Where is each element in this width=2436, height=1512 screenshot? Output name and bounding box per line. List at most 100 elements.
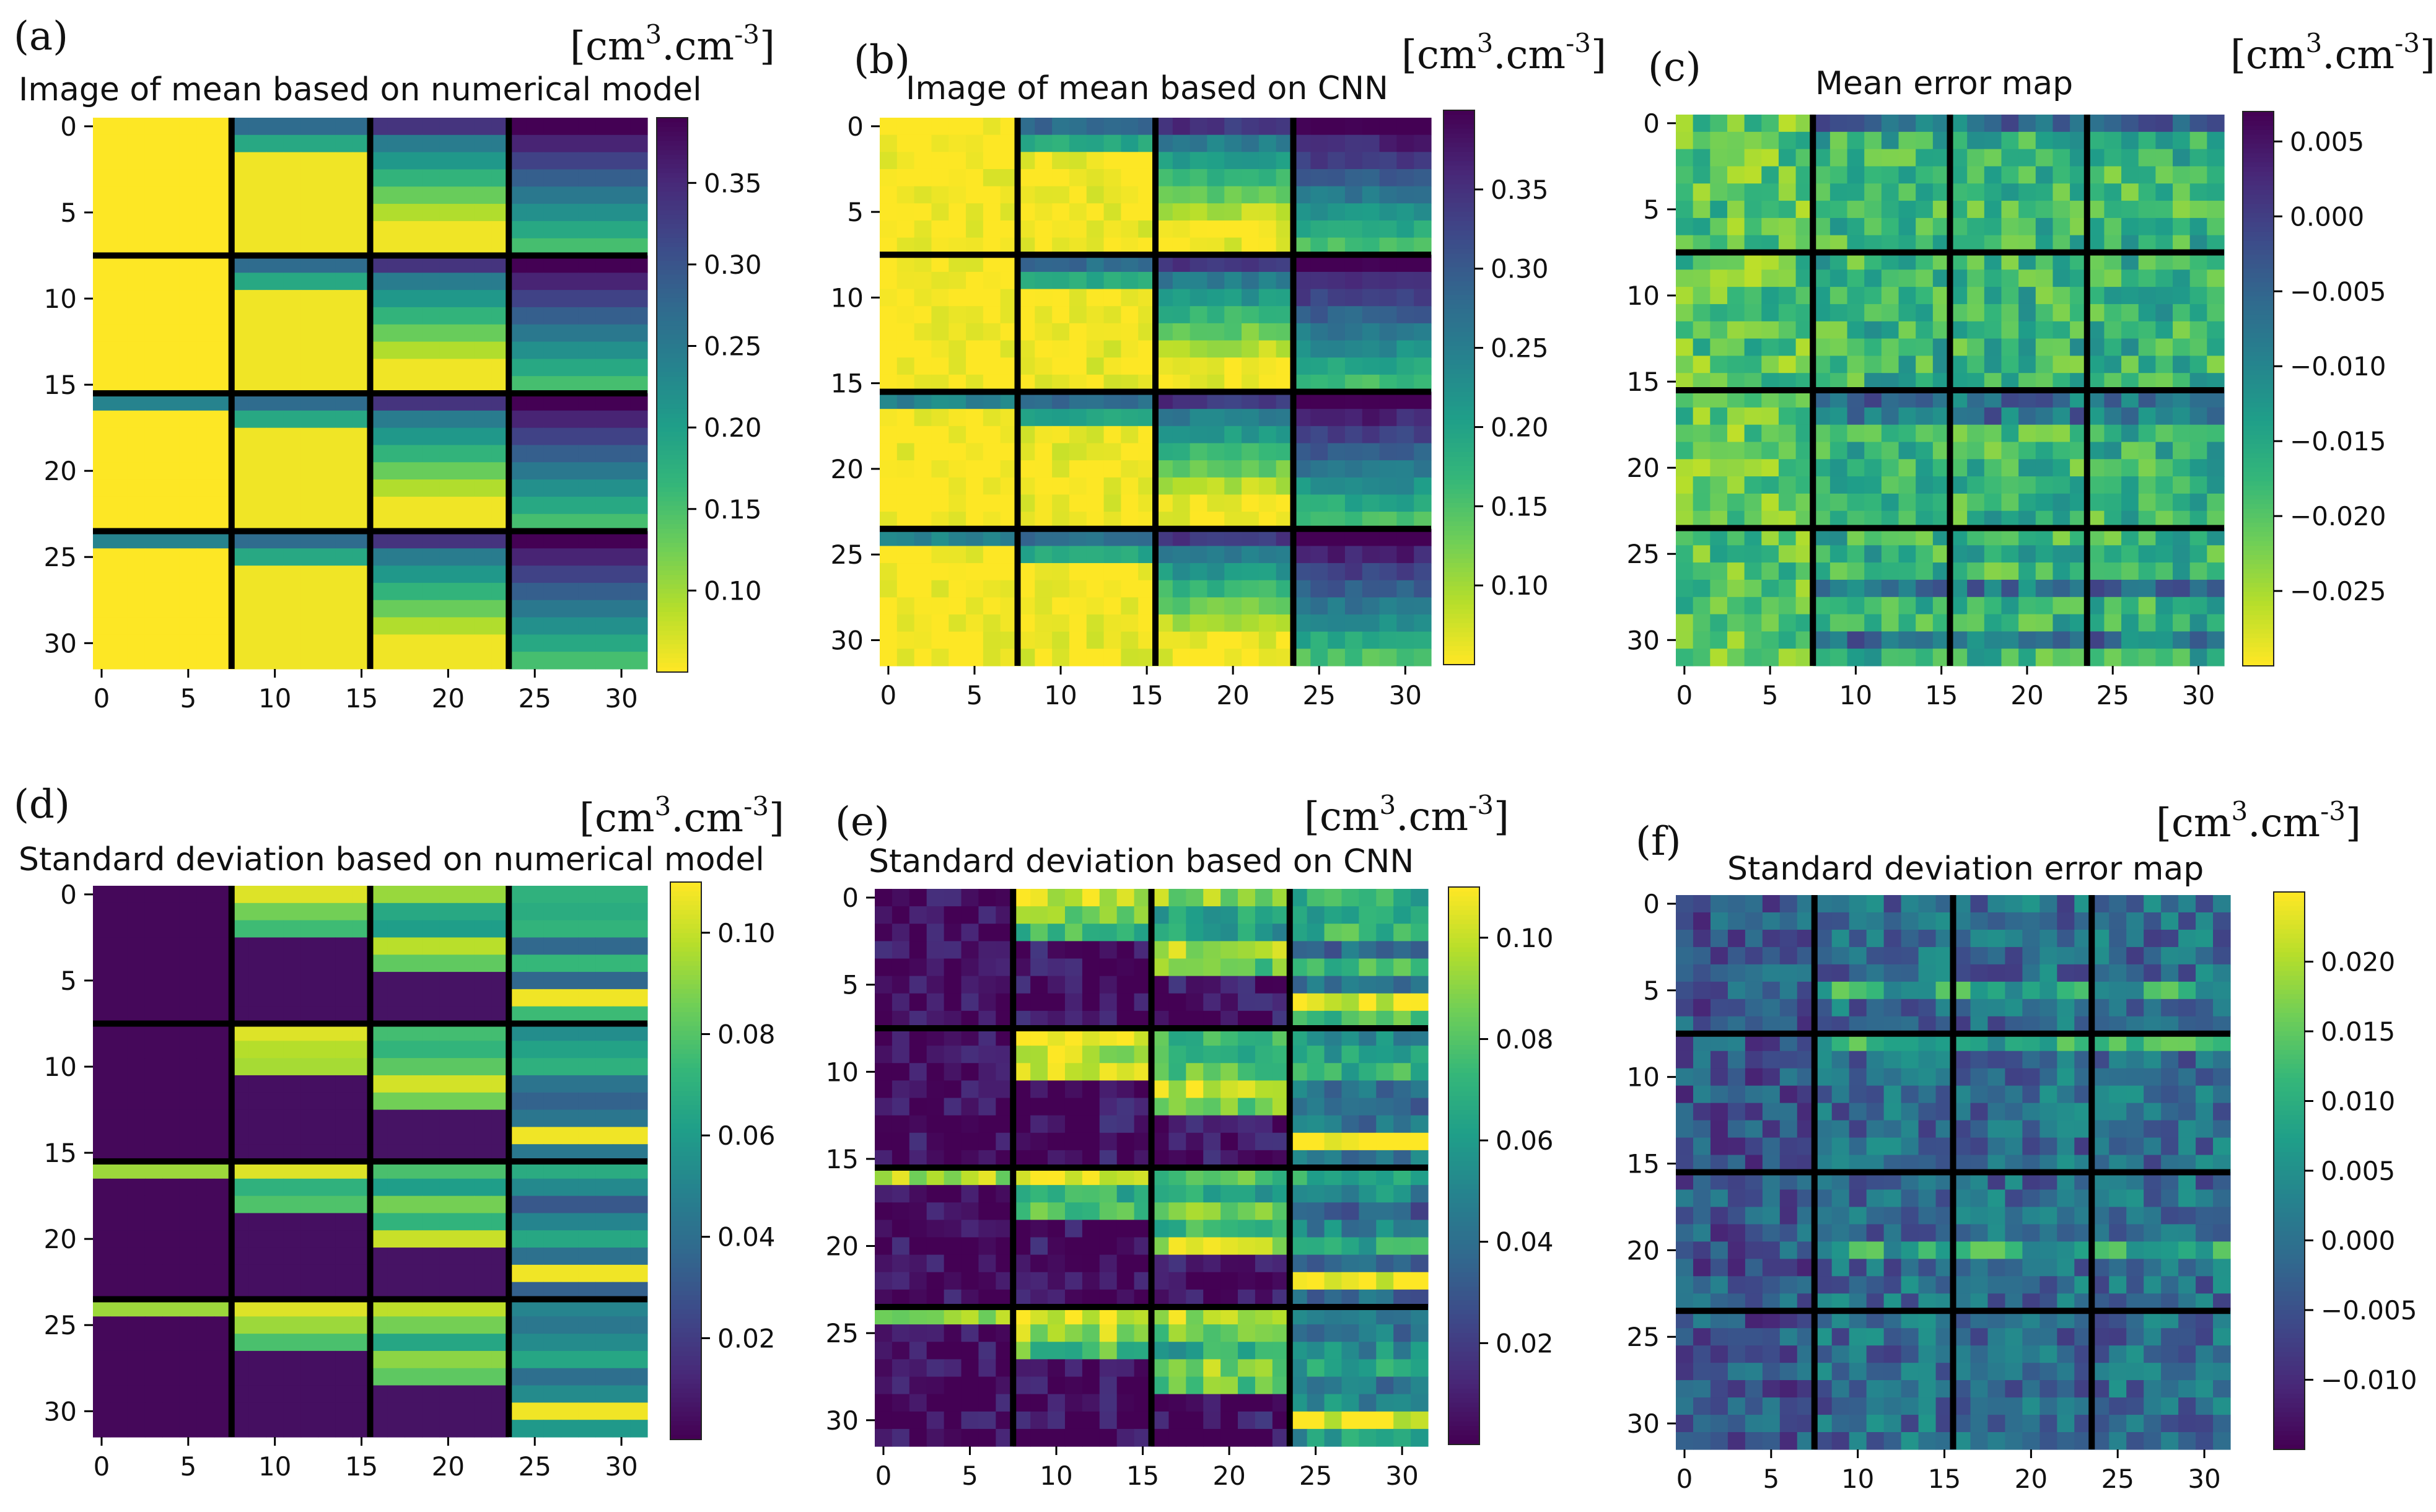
heatmap-cell — [1778, 217, 1797, 236]
colorbar-step — [670, 1174, 701, 1180]
heatmap-cell — [300, 600, 319, 618]
heatmap-cell — [179, 566, 198, 583]
heatmap-cell — [1242, 357, 1260, 375]
heatmap-cell — [1984, 269, 2002, 287]
heatmap-cell — [318, 1041, 336, 1059]
heatmap-cell — [318, 479, 336, 497]
heatmap-cell — [127, 920, 146, 938]
heatmap-cell — [1847, 614, 1865, 632]
heatmap-cell — [561, 548, 579, 566]
heatmap-cell — [2189, 217, 2207, 236]
heatmap-cell — [405, 972, 423, 990]
heatmap-cell — [1727, 149, 1745, 167]
colorbar-step — [670, 1142, 701, 1148]
heatmap-cell — [931, 152, 949, 170]
x-tick-label: 25 — [1302, 680, 1335, 710]
heatmap-cell — [1379, 614, 1397, 632]
colorbar-step — [2243, 407, 2274, 413]
heatmap-cell — [1829, 217, 1848, 236]
heatmap-cell — [949, 460, 966, 478]
heatmap-cell — [248, 118, 267, 136]
heatmap-cell — [961, 958, 979, 977]
heatmap-cell — [162, 1402, 180, 1420]
heatmap-cell — [880, 426, 898, 444]
heatmap-cell — [1693, 201, 1711, 219]
heatmap-cell — [457, 600, 475, 618]
colorbar-step — [2243, 282, 2274, 288]
y-tick-label: 5 — [60, 966, 77, 996]
heatmap-cell — [2207, 356, 2225, 374]
heatmap-cell — [1379, 289, 1397, 307]
heatmap-cell — [248, 221, 267, 239]
heatmap-cell — [2035, 562, 2054, 580]
heatmap-cell — [1761, 407, 1779, 426]
heatmap-cell — [613, 479, 631, 497]
heatmap-cell — [127, 566, 146, 583]
heatmap-cell — [543, 1230, 561, 1248]
heatmap-cell — [1168, 906, 1186, 924]
heatmap-cell — [1829, 183, 1848, 201]
heatmap-cell — [248, 186, 267, 204]
heatmap-cell — [2189, 166, 2207, 184]
heatmap-cell — [1035, 409, 1053, 427]
heatmap-cell — [2173, 166, 2191, 184]
heatmap-cell — [1881, 424, 1899, 443]
heatmap-cell — [1984, 614, 2002, 632]
colorbar-step — [657, 575, 688, 580]
colorbar-step — [670, 1244, 701, 1250]
heatmap-cell — [144, 186, 163, 204]
colorbar-step — [670, 1416, 701, 1422]
heatmap-cell — [266, 169, 284, 187]
heatmap-cell — [1967, 442, 1985, 460]
heatmap-cell — [1362, 546, 1380, 564]
heatmap-cell — [561, 1420, 579, 1438]
heatmap-cell — [896, 443, 915, 461]
heatmap-cell — [578, 427, 596, 446]
heatmap-cell — [1778, 424, 1797, 443]
colorbar-step — [1444, 161, 1474, 167]
colorbar-step — [670, 1282, 701, 1287]
heatmap-cell — [1967, 338, 1985, 356]
heatmap-cell — [880, 460, 898, 478]
colorbar-step — [670, 1365, 701, 1371]
heatmap-cell — [578, 902, 596, 921]
heatmap-cell — [543, 204, 561, 222]
heatmap-cell — [1082, 889, 1100, 907]
heatmap-cell — [1864, 442, 1882, 460]
colorbar-step — [1444, 272, 1474, 277]
heatmap-cell — [543, 1385, 561, 1403]
heatmap-cell — [2121, 269, 2139, 287]
heatmap-cell — [144, 273, 163, 291]
heatmap-cell — [1328, 134, 1346, 152]
colorbar-tick-label: 0.06 — [717, 1121, 776, 1151]
heatmap-cell — [422, 445, 440, 463]
heatmap-cell — [1172, 460, 1191, 478]
colorbar-step — [2243, 208, 2274, 214]
heatmap-cell — [880, 597, 898, 615]
heatmap-cell — [543, 169, 561, 187]
heatmap-cell — [1362, 494, 1380, 512]
heatmap-cell — [1258, 443, 1277, 461]
heatmap-cell — [578, 1368, 596, 1386]
heatmap-cell — [578, 886, 596, 904]
heatmap-cell — [1258, 563, 1277, 581]
heatmap-cell — [1396, 118, 1414, 136]
heatmap-cell — [595, 359, 613, 377]
heatmap-cell — [283, 989, 302, 1007]
heatmap-cell — [1967, 269, 1985, 287]
heatmap-cell — [578, 989, 596, 1007]
heatmap-cell — [300, 462, 319, 480]
heatmap-cell — [1344, 443, 1363, 461]
y-tick-label: 0 — [1643, 108, 1660, 139]
heatmap-cell — [474, 1058, 492, 1076]
heatmap-cell — [613, 955, 631, 972]
heatmap-cell — [1864, 649, 1882, 666]
heatmap-cell — [93, 582, 111, 601]
heatmap-cell — [2053, 493, 2070, 512]
heatmap-cell — [2001, 183, 2019, 201]
heatmap-cell — [1411, 976, 1429, 994]
heatmap-cell — [162, 341, 180, 359]
heatmap-cell — [110, 1075, 128, 1093]
heatmap-cell — [1069, 649, 1087, 666]
heatmap-cell — [1916, 183, 1934, 201]
